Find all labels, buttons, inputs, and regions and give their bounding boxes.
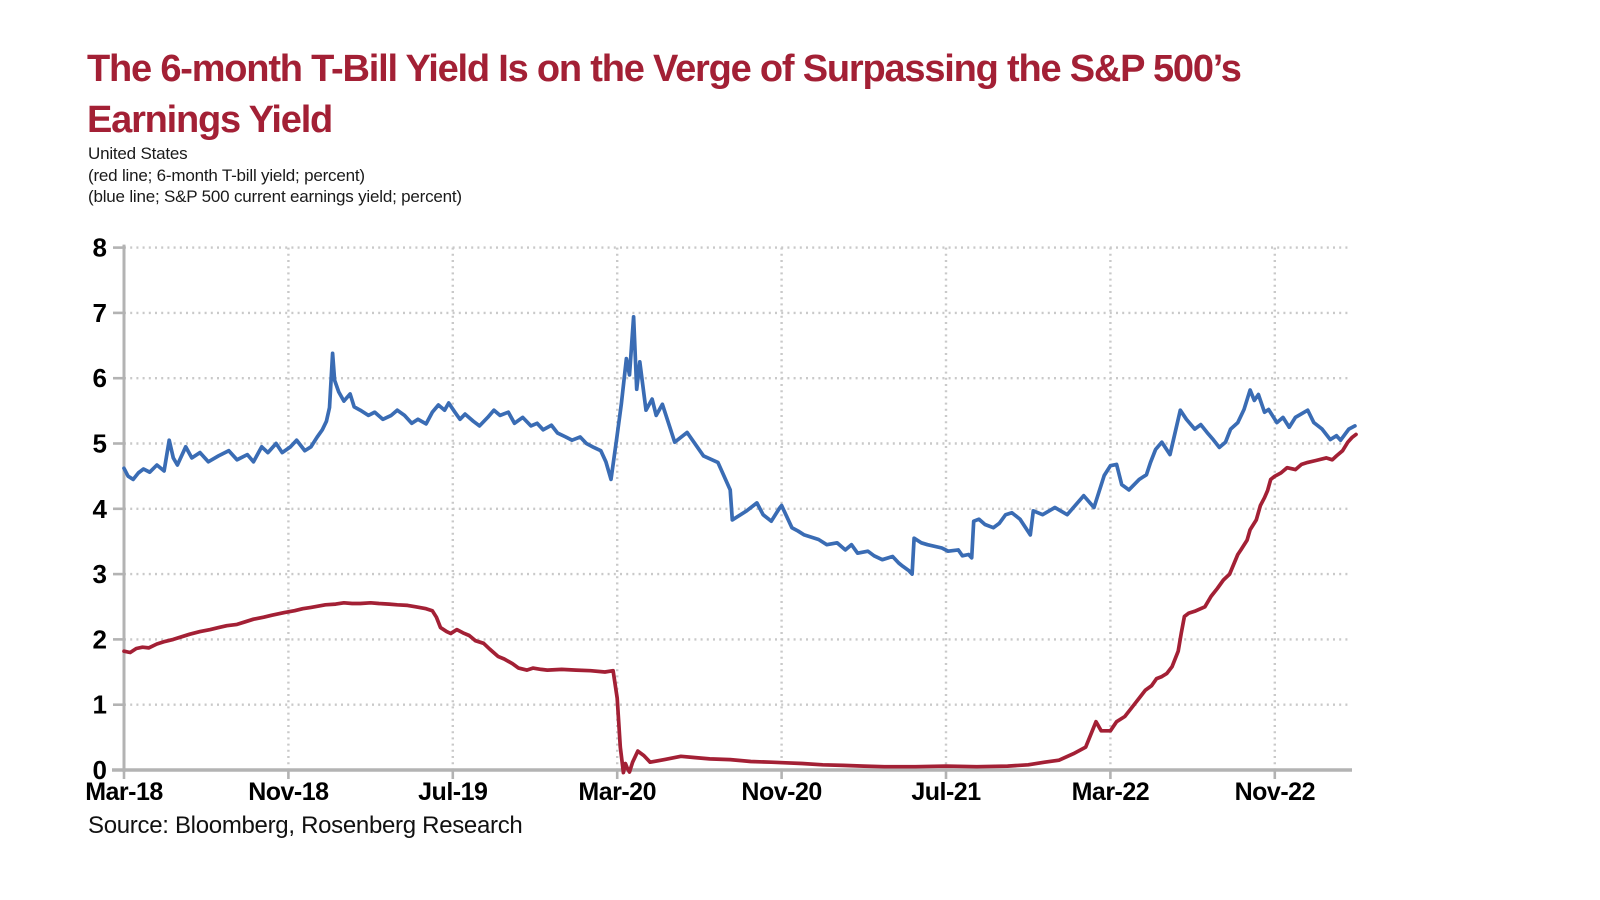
subtitle-region: United States bbox=[88, 144, 188, 163]
x-tick-label: Jul-21 bbox=[911, 778, 981, 806]
chart-title: The 6-month T-Bill Yield Is on the Verge… bbox=[87, 48, 1242, 141]
y-tick-label: 7 bbox=[93, 298, 107, 328]
y-tick-label: 2 bbox=[93, 624, 107, 654]
y-tick-label: 0 bbox=[93, 755, 107, 785]
y-tick-label: 5 bbox=[93, 429, 107, 459]
source-note: Source: Bloomberg, Rosenberg Research bbox=[88, 812, 523, 839]
subtitle-blue-line-desc: (blue line; S&P 500 current earnings yie… bbox=[88, 187, 462, 206]
earnings-yield-line bbox=[122, 314, 1357, 576]
x-tick-label: Mar-20 bbox=[578, 778, 656, 806]
x-tick-label: Nov-22 bbox=[1235, 778, 1315, 806]
tbill-yield-line bbox=[122, 432, 1358, 775]
subtitle-red-line-desc: (red line; 6-month T-bill yield; percent… bbox=[88, 165, 365, 185]
y-tick-label: 3 bbox=[93, 559, 107, 589]
x-tick-label: Mar-18 bbox=[85, 778, 163, 806]
x-tick-label: Nov-20 bbox=[741, 778, 821, 806]
x-tick-label: Mar-22 bbox=[1072, 778, 1150, 806]
y-tick-label: 1 bbox=[93, 690, 107, 720]
x-tick-label: Jul-19 bbox=[418, 778, 487, 806]
y-tick-label: 4 bbox=[93, 494, 108, 524]
x-tick-label: Nov-18 bbox=[248, 778, 329, 806]
y-tick-label: 8 bbox=[93, 233, 107, 263]
y-tick-label: 6 bbox=[93, 363, 107, 393]
chart-subtitle: United States (red line; 6-month T-bill … bbox=[88, 143, 462, 208]
